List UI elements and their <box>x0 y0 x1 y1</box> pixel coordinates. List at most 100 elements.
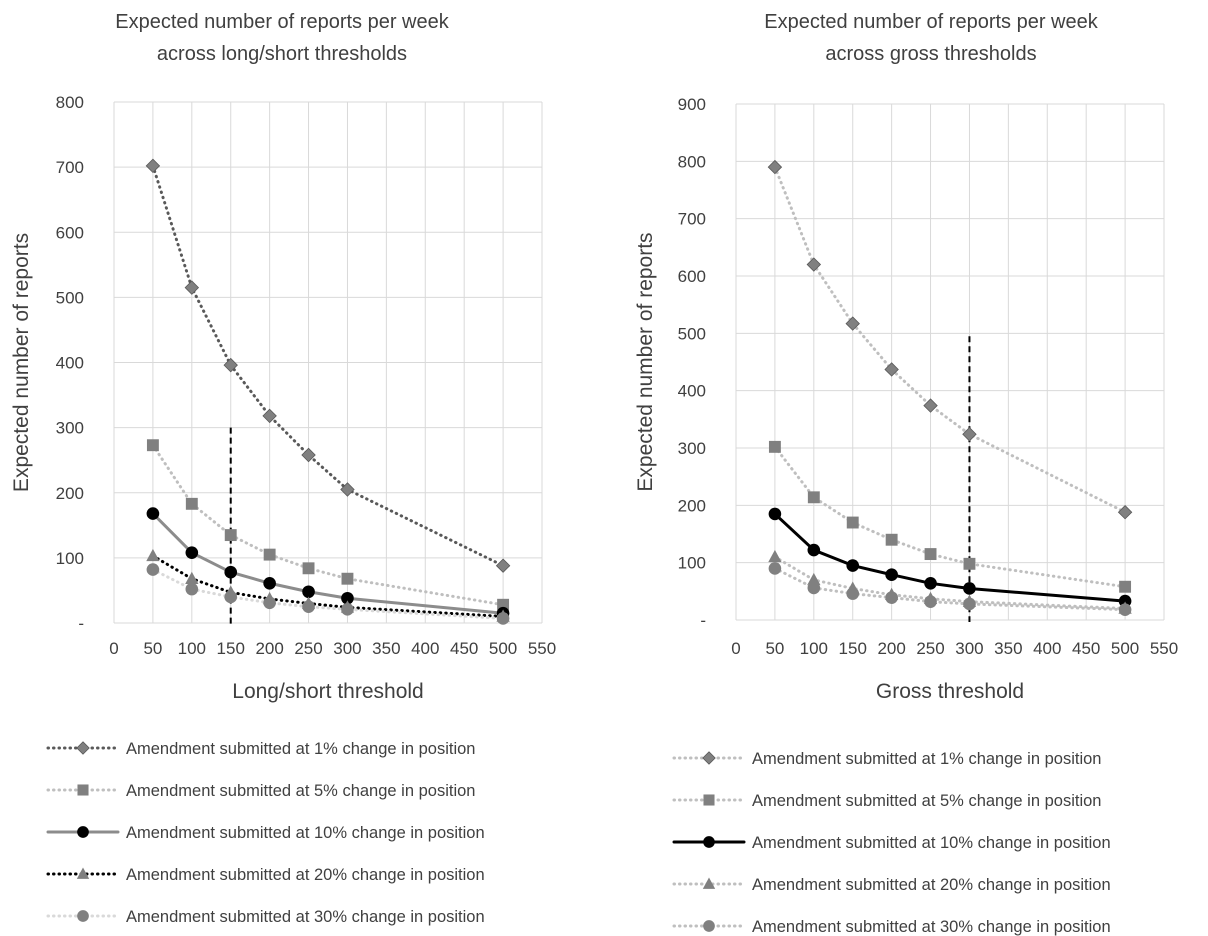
x-tick-label: 0 <box>109 639 118 658</box>
data-point <box>224 590 238 604</box>
legend-marker <box>77 826 89 838</box>
data-point <box>963 557 976 570</box>
legend-marker <box>77 784 89 796</box>
data-point <box>185 582 199 596</box>
data-point <box>146 548 160 562</box>
series-line-2 <box>151 443 505 607</box>
data-point <box>1118 603 1132 616</box>
data-point <box>924 595 937 608</box>
x-axis-label: Long/short threshold <box>232 680 423 703</box>
x-tick-label: 50 <box>765 639 784 658</box>
data-point <box>496 612 510 625</box>
data-point <box>1119 580 1132 593</box>
x-axis-label: Gross threshold <box>876 680 1024 703</box>
x-tick-label: 300 <box>333 639 361 658</box>
series-line-2 <box>773 445 1127 589</box>
data-point <box>846 587 860 600</box>
y-tick-label: - <box>700 611 706 630</box>
data-point <box>807 581 821 595</box>
series-2 <box>768 440 1132 593</box>
legend-entry-label: Amendment submitted at 20% change in pos… <box>752 876 1111 894</box>
y-tick-label: 500 <box>56 288 84 307</box>
x-tick-label: 150 <box>839 639 867 658</box>
y-tick-label: 800 <box>678 152 706 171</box>
legend-entry-label: Amendment submitted at 20% change in pos… <box>126 866 485 884</box>
x-tick-label: 50 <box>143 639 162 658</box>
data-point <box>806 257 822 272</box>
x-tick-label: 550 <box>528 639 556 658</box>
legend-entry-label: Amendment submitted at 1% change in posi… <box>126 740 475 758</box>
data-point <box>962 427 977 442</box>
x-tick-label: 350 <box>372 639 400 658</box>
data-point <box>767 159 783 175</box>
series-3 <box>146 507 510 620</box>
y-tick-label: 400 <box>678 382 706 401</box>
legend-entry-label: Amendment submitted at 1% change in posi… <box>752 750 1101 768</box>
data-point <box>845 316 860 331</box>
x-tick-label: 500 <box>1111 639 1139 658</box>
data-point <box>1117 504 1133 520</box>
legend-entry-label: Amendment submitted at 10% change in pos… <box>126 824 485 842</box>
data-point <box>807 491 820 504</box>
data-point <box>341 603 354 616</box>
data-point <box>341 572 354 585</box>
chart-right: Expected number of reports per week acros… <box>634 11 1178 936</box>
data-point <box>302 600 315 614</box>
x-tick-label: 250 <box>916 639 944 658</box>
y-tick-label: 100 <box>678 554 706 573</box>
data-point <box>263 596 276 610</box>
y-tick-label: 500 <box>678 324 706 343</box>
data-point <box>301 447 316 463</box>
y-tick-label: 700 <box>678 210 706 229</box>
y-tick-label: 300 <box>678 439 706 458</box>
x-tick-label: 100 <box>800 639 828 658</box>
legend-entry-label: Amendment submitted at 30% change in pos… <box>752 918 1111 936</box>
data-point <box>963 597 976 611</box>
data-point <box>884 362 899 377</box>
y-tick-label: 700 <box>56 158 84 177</box>
y-tick-label: 400 <box>56 354 84 373</box>
data-point <box>185 546 199 559</box>
data-point <box>846 559 860 572</box>
data-point <box>497 598 510 611</box>
data-point <box>262 408 277 424</box>
data-point <box>145 158 161 174</box>
y-tick-label: 200 <box>678 496 706 515</box>
data-point <box>302 562 315 575</box>
x-tick-label: 400 <box>411 639 439 658</box>
data-point <box>146 507 160 520</box>
y-axis-label: Expected number of reports <box>634 232 657 491</box>
legend-entry-label: Amendment submitted at 10% change in pos… <box>752 834 1111 852</box>
data-point <box>185 497 198 510</box>
y-tick-label: - <box>78 614 84 633</box>
series-line-4 <box>773 555 1127 611</box>
data-point <box>146 439 159 452</box>
x-tick-label: 550 <box>1150 639 1178 658</box>
legend-marker <box>703 920 715 932</box>
data-point <box>885 533 898 546</box>
series-5 <box>146 563 510 625</box>
data-point <box>924 548 937 561</box>
data-point <box>223 357 238 373</box>
data-point <box>885 568 898 582</box>
data-point <box>768 440 781 453</box>
y-axis-label: Expected number of reports <box>10 233 33 492</box>
legend-marker <box>703 836 715 848</box>
legend-marker <box>702 877 716 889</box>
series-1 <box>145 158 511 573</box>
series-line-3 <box>773 512 1127 603</box>
y-tick-label: 800 <box>56 93 84 112</box>
legend-right: Amendment submitted at 1% change in posi… <box>672 750 1111 936</box>
x-tick-label: 150 <box>217 639 245 658</box>
legend-marker <box>703 794 715 806</box>
data-point <box>963 582 976 595</box>
y-tick-label: 900 <box>678 95 706 114</box>
data-point <box>924 577 937 590</box>
data-point <box>224 529 237 542</box>
data-point <box>340 482 355 497</box>
chart-title-line-2: across gross thresholds <box>825 43 1036 65</box>
chart-title-line-1: Expected number of reports per week <box>115 11 450 33</box>
y-tick-label: 300 <box>56 419 84 438</box>
